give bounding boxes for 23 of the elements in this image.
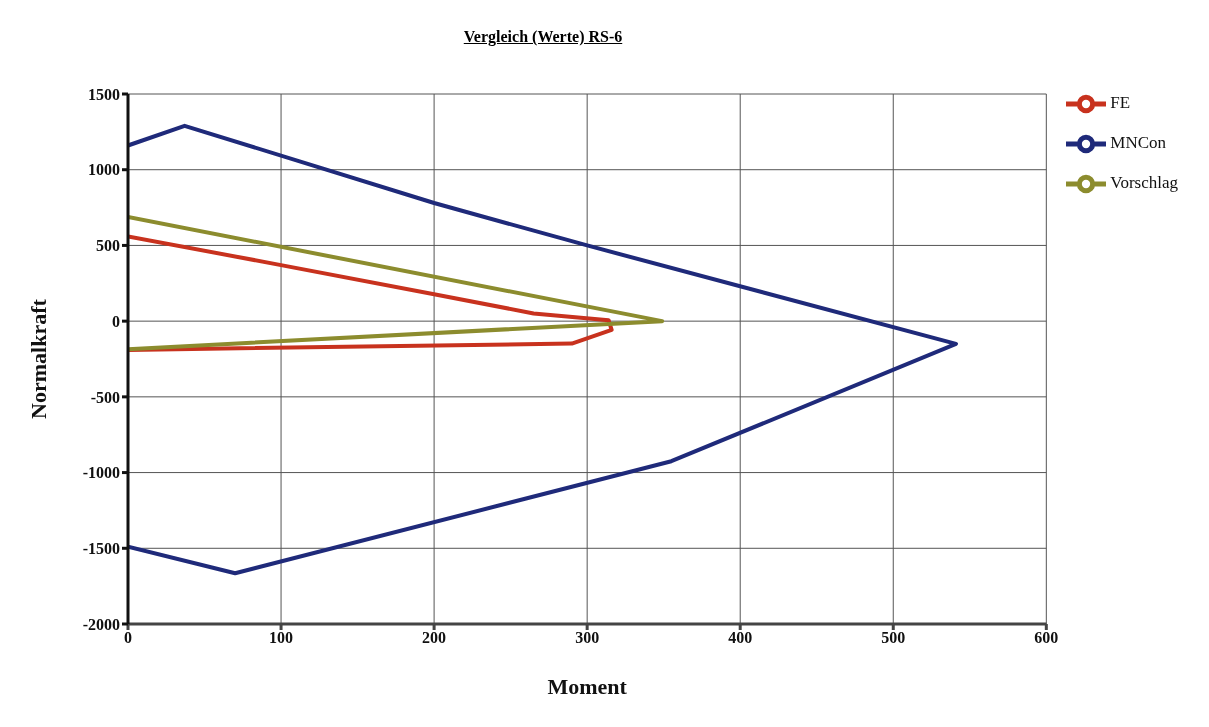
x-tick-label: 600 [1034, 629, 1059, 647]
x-tick-label: 200 [422, 629, 447, 647]
y-tick-label: 0 [112, 312, 120, 330]
chart-title: Vergleich (Werte) RS-6 [462, 27, 624, 48]
legend-label: Vorschlag [1110, 172, 1178, 192]
x-axis-title: Moment [547, 674, 628, 699]
x-tick-label: 300 [575, 629, 600, 647]
line-series [128, 234, 614, 352]
x-tick-label: 0 [124, 629, 132, 647]
y-tick-label: 500 [96, 237, 120, 255]
x-tick-label: 100 [269, 629, 294, 647]
y-axis-title: Normalkraft [25, 298, 51, 419]
x-tick-label: 500 [881, 629, 906, 647]
y-tick-label: -2000 [82, 615, 120, 633]
legend-label: MNCon [1110, 132, 1167, 152]
x-tick-label: 400 [728, 629, 753, 647]
y-tick-label: -500 [90, 388, 120, 406]
y-tick-label: -1000 [82, 464, 120, 482]
legend-label: FE [1110, 92, 1131, 112]
y-tick-label: 1500 [88, 85, 120, 103]
y-tick-label: 1000 [88, 161, 120, 179]
line-series [128, 123, 959, 576]
y-tick-label: -1500 [82, 539, 120, 557]
